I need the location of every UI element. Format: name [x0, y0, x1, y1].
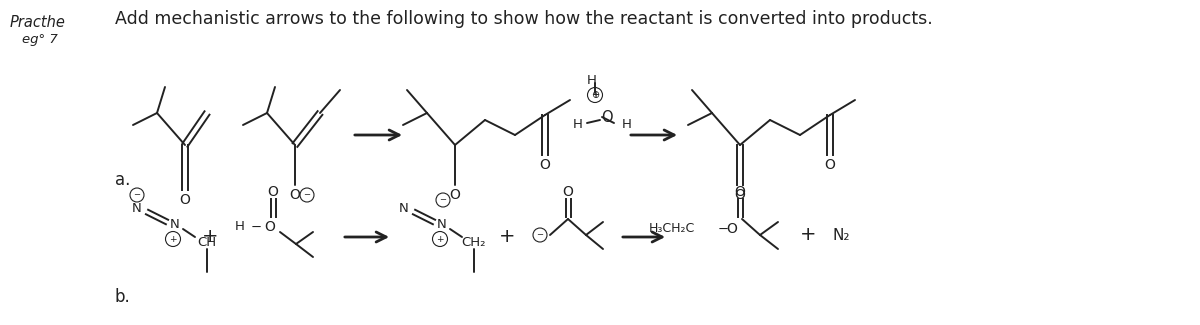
Text: O: O: [734, 188, 745, 202]
Text: a.: a.: [115, 171, 131, 189]
Text: O: O: [264, 220, 276, 234]
Text: −: −: [304, 190, 311, 200]
Text: −: −: [251, 220, 262, 233]
Text: O: O: [289, 188, 300, 202]
Text: N₂: N₂: [832, 227, 850, 242]
Text: H: H: [235, 220, 245, 233]
Text: H: H: [587, 73, 596, 86]
Text: ⊕: ⊕: [590, 90, 599, 100]
Text: O: O: [540, 158, 551, 172]
Text: CH: CH: [198, 237, 216, 250]
Text: H: H: [574, 119, 583, 132]
Text: +: +: [202, 227, 218, 246]
Text: O: O: [180, 193, 191, 207]
Text: +: +: [592, 90, 599, 100]
Text: O: O: [563, 185, 574, 199]
Text: O: O: [734, 185, 745, 199]
Text: H₃CH₂C: H₃CH₂C: [649, 223, 695, 236]
Text: −: −: [718, 223, 728, 236]
Text: +: +: [437, 235, 444, 243]
Text: O: O: [268, 185, 278, 199]
Text: O: O: [450, 188, 461, 202]
Text: O: O: [726, 222, 738, 236]
Text: b.: b.: [115, 288, 131, 306]
Text: Add mechanistic arrows to the following to show how the reactant is converted in: Add mechanistic arrows to the following …: [115, 10, 932, 28]
Text: N: N: [400, 202, 409, 215]
Text: N: N: [437, 218, 446, 231]
Text: +: +: [499, 227, 515, 246]
Text: O: O: [601, 110, 613, 124]
Text: N: N: [132, 202, 142, 215]
Text: Practhe: Practhe: [10, 15, 66, 30]
Text: N: N: [170, 218, 180, 231]
Text: +: +: [169, 235, 176, 243]
Text: eg° 7: eg° 7: [22, 33, 58, 46]
Text: CH₂: CH₂: [462, 237, 486, 250]
Text: −: −: [536, 230, 544, 240]
Text: +: +: [799, 226, 816, 244]
Text: H: H: [622, 119, 632, 132]
Text: −: −: [133, 190, 140, 200]
Text: O: O: [824, 158, 835, 172]
Text: −: −: [439, 196, 446, 204]
